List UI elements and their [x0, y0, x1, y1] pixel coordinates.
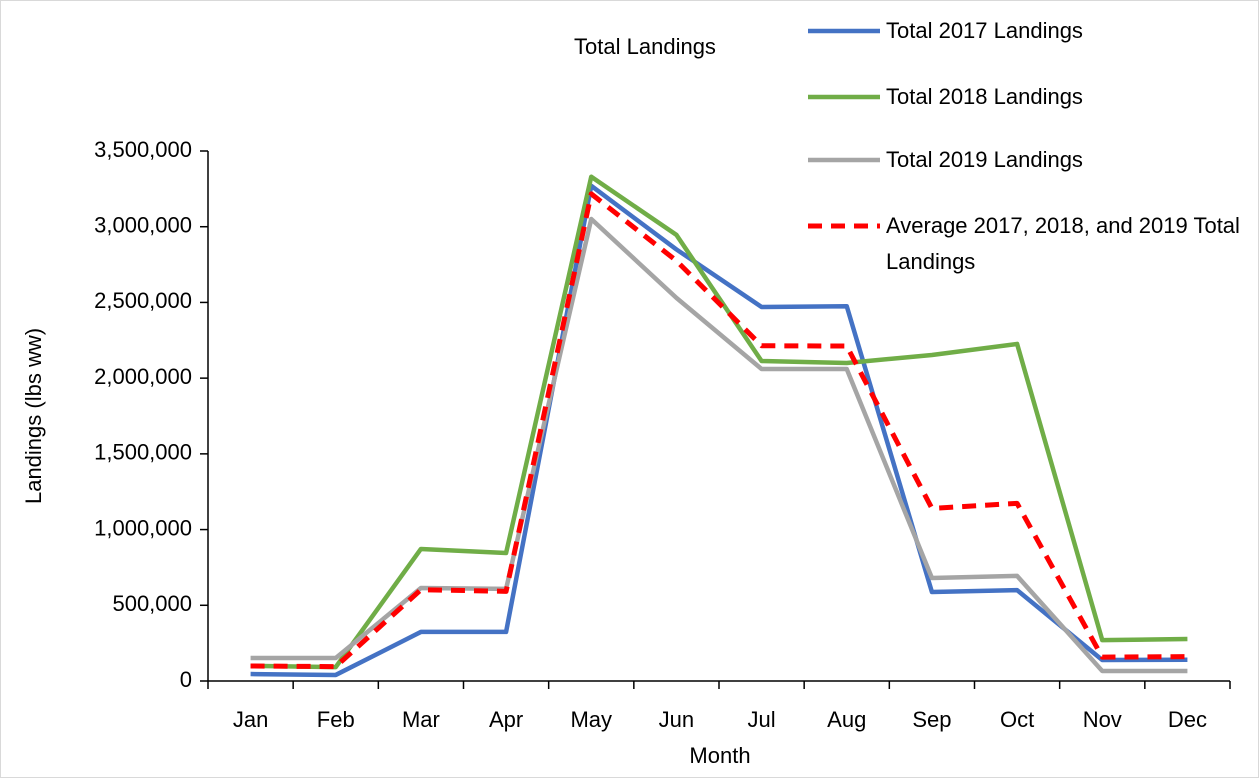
x-tick-label: Nov	[1083, 707, 1122, 732]
legend-label: Total 2018 Landings	[886, 84, 1083, 109]
x-tick-label: Sep	[912, 707, 951, 732]
x-tick-label: Dec	[1168, 707, 1207, 732]
x-tick-label: May	[570, 707, 612, 732]
x-axis-label: Month	[689, 743, 750, 768]
y-tick-label: 0	[180, 667, 192, 692]
legend-label: Total 2019 Landings	[886, 147, 1083, 172]
x-tick-label: Jul	[748, 707, 776, 732]
series-line	[250, 183, 1188, 678]
y-tick-label: 2,500,000	[94, 288, 192, 313]
series-line	[250, 191, 1188, 670]
x-tick-label: Feb	[317, 707, 355, 732]
x-tick-label: Jun	[659, 707, 694, 732]
y-tick-label: 500,000	[112, 591, 192, 616]
x-tick-label: Jan	[233, 707, 268, 732]
x-tick-label: Oct	[1000, 707, 1034, 732]
y-tick-label: 1,000,000	[94, 515, 192, 540]
y-tick-label: 3,500,000	[94, 137, 192, 162]
series-line	[250, 174, 1188, 670]
y-tick-label: 3,000,000	[94, 213, 192, 238]
series-line	[250, 216, 1188, 674]
x-tick-label: Apr	[489, 707, 523, 732]
legend-label: Average 2017, 2018, and 2019 Total Landi…	[886, 213, 1240, 274]
y-axis-label: Landings (lbs ww)	[21, 328, 46, 504]
y-tick-label: 2,000,000	[94, 364, 192, 389]
legend-label: Total 2017 Landings	[886, 18, 1083, 43]
x-tick-label: Mar	[402, 707, 440, 732]
x-tick-label: Aug	[827, 707, 866, 732]
chart-title: Total Landings	[574, 34, 716, 59]
y-tick-label: 1,500,000	[94, 440, 192, 465]
